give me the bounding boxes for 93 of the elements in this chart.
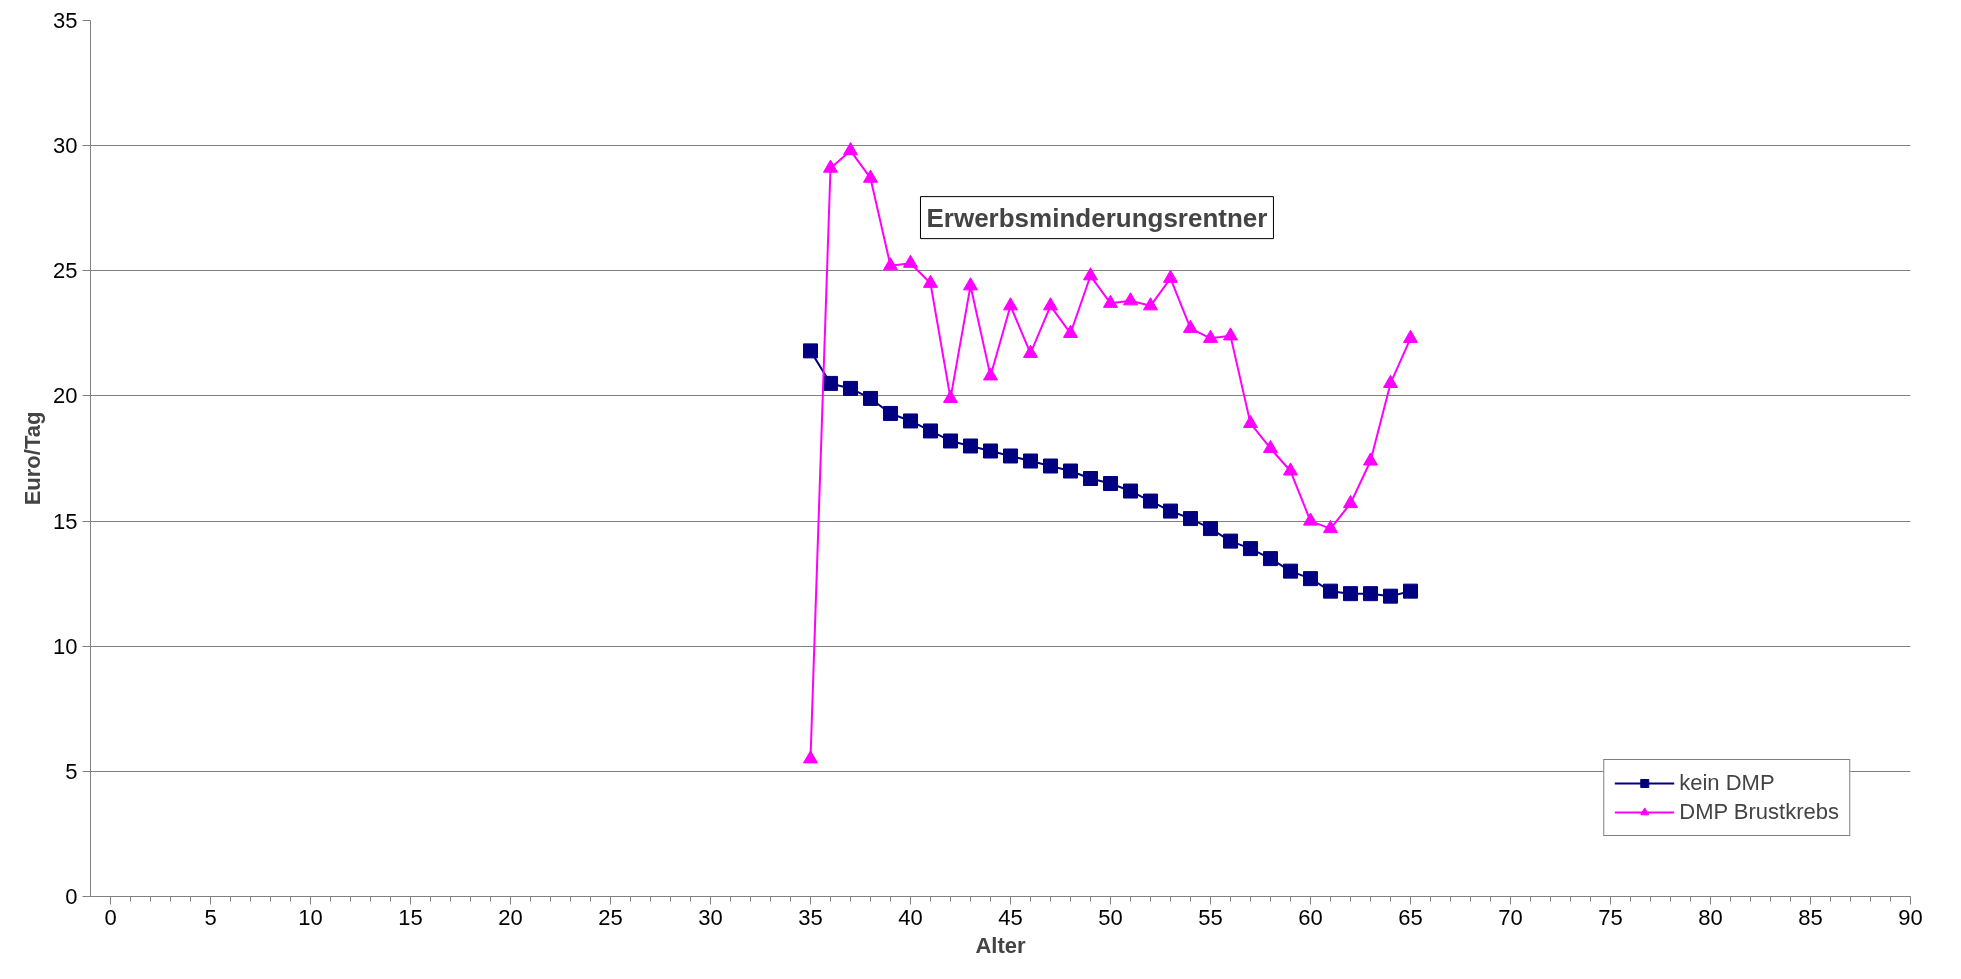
x-tick-label: 55 bbox=[1198, 904, 1223, 930]
point bbox=[1143, 297, 1158, 311]
point bbox=[863, 390, 878, 406]
point bbox=[843, 142, 858, 156]
x-tick-label: 65 bbox=[1398, 904, 1423, 930]
x-tick-label: 80 bbox=[1698, 904, 1723, 930]
point bbox=[1343, 494, 1358, 509]
x-tick-label: 30 bbox=[698, 904, 723, 930]
y-tick-label: 0 bbox=[65, 884, 78, 909]
point bbox=[1383, 374, 1398, 388]
x-tick-label: 85 bbox=[1798, 904, 1823, 930]
point bbox=[1323, 520, 1338, 534]
y-tick-label: 20 bbox=[53, 383, 78, 409]
y-tick-label: 30 bbox=[53, 133, 78, 159]
point bbox=[1303, 512, 1318, 526]
x-tick-label: 20 bbox=[498, 904, 523, 930]
x-tick-label: 10 bbox=[298, 904, 323, 930]
point bbox=[1283, 462, 1298, 476]
point bbox=[803, 343, 818, 359]
point bbox=[943, 433, 958, 449]
x-tick-label: 5 bbox=[204, 904, 217, 930]
text: Erwerbsminderungsrentner bbox=[926, 202, 1268, 233]
point bbox=[823, 159, 838, 173]
y-axis-title: Euro/Tag bbox=[20, 411, 46, 506]
x-tick-label: 40 bbox=[898, 904, 923, 930]
point bbox=[1163, 269, 1178, 283]
point bbox=[1023, 453, 1038, 469]
x-tick-label: 90 bbox=[1898, 904, 1923, 930]
point bbox=[823, 375, 838, 391]
x-tick-label: 45 bbox=[998, 904, 1023, 930]
point bbox=[923, 274, 938, 288]
point bbox=[983, 443, 998, 459]
point bbox=[1083, 267, 1098, 281]
point bbox=[1343, 586, 1358, 602]
legend-label: kein DMP bbox=[1679, 770, 1775, 796]
point bbox=[883, 405, 898, 421]
point bbox=[843, 380, 858, 396]
point bbox=[963, 277, 978, 291]
point bbox=[1003, 297, 1018, 311]
point bbox=[1003, 448, 1018, 464]
point bbox=[1283, 563, 1298, 579]
point bbox=[903, 254, 918, 268]
point bbox=[1303, 571, 1318, 587]
x-tick-label: 0 bbox=[104, 904, 117, 930]
point bbox=[1183, 319, 1198, 333]
x-tick-label: 60 bbox=[1298, 904, 1323, 930]
point bbox=[1043, 458, 1058, 474]
x-tick-label: 70 bbox=[1498, 904, 1523, 930]
point bbox=[1043, 297, 1058, 311]
point bbox=[1223, 327, 1238, 341]
point bbox=[1243, 541, 1258, 557]
point bbox=[983, 367, 998, 381]
point bbox=[1103, 476, 1118, 492]
y-tick-label: 25 bbox=[53, 258, 78, 284]
x-tick-label: 50 bbox=[1098, 904, 1123, 930]
x-tick-label: 35 bbox=[798, 904, 823, 930]
point bbox=[1123, 292, 1138, 306]
point bbox=[1163, 503, 1178, 519]
point bbox=[1203, 521, 1218, 537]
y-tick-label: 10 bbox=[53, 633, 78, 659]
y-tick-label: 35 bbox=[53, 8, 78, 33]
point bbox=[903, 413, 918, 429]
point bbox=[1403, 329, 1418, 343]
point bbox=[1263, 439, 1278, 454]
x-tick-label: 15 bbox=[398, 904, 423, 930]
point bbox=[1363, 452, 1378, 466]
y-tick-label: 15 bbox=[53, 508, 78, 534]
point bbox=[1243, 414, 1258, 428]
point bbox=[1223, 533, 1238, 549]
point bbox=[1363, 586, 1378, 602]
point bbox=[883, 257, 898, 271]
legend-label: DMP Brustkrebs bbox=[1679, 799, 1839, 825]
point bbox=[863, 169, 878, 183]
point bbox=[1063, 324, 1078, 338]
point bbox=[1143, 493, 1158, 509]
x-tick-label: 75 bbox=[1598, 904, 1623, 930]
point bbox=[1103, 294, 1118, 308]
point bbox=[1403, 583, 1418, 599]
point bbox=[1063, 463, 1078, 479]
point bbox=[1383, 588, 1398, 604]
point bbox=[1203, 329, 1218, 343]
point bbox=[1083, 471, 1098, 487]
point bbox=[963, 438, 978, 454]
x-axis-title: Alter bbox=[975, 932, 1026, 958]
y-tick-label: 5 bbox=[65, 758, 78, 784]
point bbox=[923, 423, 938, 439]
point bbox=[1323, 583, 1338, 599]
point bbox=[1123, 483, 1138, 499]
x-tick-label: 25 bbox=[598, 904, 623, 930]
point bbox=[1183, 511, 1198, 527]
point bbox=[943, 389, 958, 403]
point bbox=[1263, 551, 1278, 567]
point bbox=[1023, 344, 1038, 358]
